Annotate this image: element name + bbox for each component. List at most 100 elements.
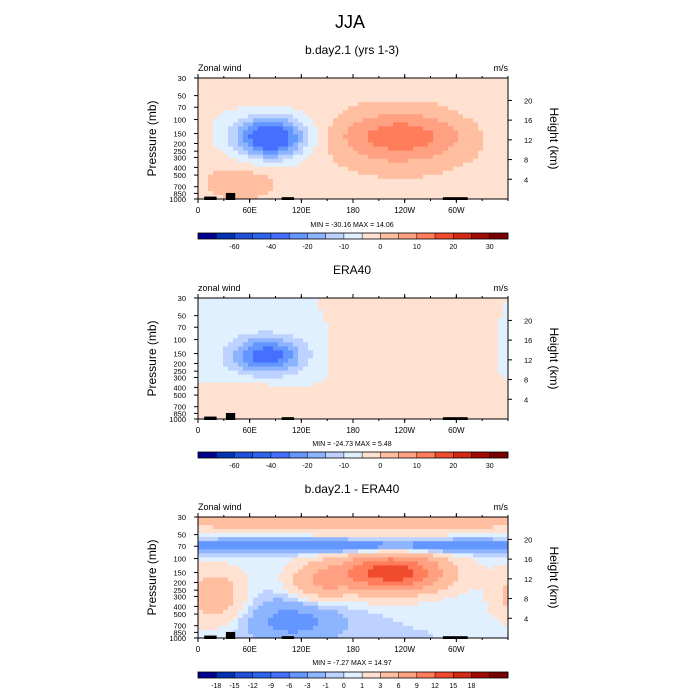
- field-cell: [413, 334, 419, 339]
- field-cell: [448, 166, 454, 172]
- field-cell: [328, 533, 334, 538]
- field-cell: [228, 545, 234, 550]
- field-cell: [313, 170, 319, 176]
- field-cell: [328, 541, 334, 546]
- field-cell: [358, 134, 364, 140]
- field-cell: [463, 174, 469, 180]
- field-cell: [318, 194, 324, 199]
- field-cell: [333, 350, 339, 356]
- field-cell: [478, 134, 484, 140]
- field-cell: [203, 90, 209, 95]
- field-cell: [263, 154, 269, 160]
- field-cell: [233, 406, 239, 412]
- field-cell: [358, 154, 364, 160]
- field-cell: [223, 178, 229, 184]
- field-cell: [363, 110, 369, 115]
- field-cell: [438, 306, 444, 311]
- field-cell: [388, 182, 394, 188]
- field-cell: [238, 298, 244, 303]
- field-cell: [423, 414, 429, 419]
- field-cell: [363, 326, 369, 331]
- field-cell: [248, 130, 254, 136]
- field-cell: [483, 314, 489, 319]
- field-cell: [438, 102, 444, 107]
- field-cell: [218, 589, 224, 595]
- field-cell: [238, 394, 244, 400]
- field-cell: [283, 154, 289, 160]
- field-cell: [233, 613, 239, 619]
- field-cell: [363, 126, 369, 132]
- field-cell: [383, 114, 389, 119]
- field-cell: [408, 394, 414, 400]
- field-cell: [208, 150, 214, 156]
- field-cell: [238, 382, 244, 388]
- field-cell: [213, 298, 219, 303]
- field-cell: [203, 190, 209, 196]
- field-cell: [303, 94, 309, 99]
- field-cell: [313, 342, 319, 347]
- field-cell: [208, 589, 214, 595]
- field-cell: [253, 394, 259, 400]
- field-cell: [348, 390, 354, 396]
- field-cell: [223, 334, 229, 339]
- field-cell: [228, 94, 234, 99]
- field-cell: [368, 362, 374, 368]
- field-cell: [198, 106, 204, 111]
- field-cell: [223, 346, 229, 352]
- field-cell: [378, 414, 384, 419]
- field-cell: [488, 166, 494, 172]
- field-cell: [288, 194, 294, 199]
- field-cell: [263, 525, 269, 530]
- field-cell: [198, 549, 204, 554]
- field-cell: [258, 178, 264, 184]
- field-cell: [353, 342, 359, 347]
- field-cell: [428, 318, 434, 323]
- field-cell: [208, 118, 214, 123]
- field-cell: [503, 186, 508, 192]
- field-cell: [443, 142, 449, 148]
- field-cell: [443, 138, 449, 144]
- field-cell: [233, 553, 239, 558]
- field-cell: [478, 170, 484, 176]
- field-cell: [353, 110, 359, 115]
- field-cell: [498, 166, 504, 172]
- field-cell: [498, 342, 504, 347]
- field-cell: [408, 154, 414, 160]
- field-cell: [388, 154, 394, 160]
- field-cell: [248, 553, 254, 558]
- field-cell: [213, 573, 219, 579]
- field-cell: [298, 130, 304, 136]
- field-cell: [318, 310, 324, 315]
- field-cell: [433, 98, 439, 103]
- field-cell: [398, 146, 404, 152]
- field-cell: [338, 326, 344, 331]
- field-cell: [298, 126, 304, 132]
- field-cell: [308, 370, 314, 376]
- field-cell: [358, 593, 364, 599]
- field-cell: [458, 154, 464, 160]
- field-cell: [208, 613, 214, 619]
- field-cell: [398, 358, 404, 364]
- field-cell: [233, 521, 239, 526]
- field-cell: [438, 146, 444, 152]
- field-cell: [263, 346, 269, 352]
- field-cell: [218, 398, 224, 404]
- field-cell: [333, 142, 339, 148]
- field-cell: [383, 390, 389, 396]
- field-cell: [328, 613, 334, 619]
- field-cell: [248, 386, 254, 392]
- field-cell: [403, 122, 409, 127]
- field-cell: [213, 102, 219, 107]
- field-cell: [328, 94, 334, 99]
- field-cell: [213, 406, 219, 412]
- field-cell: [263, 330, 269, 335]
- y2-tick-label: 4: [524, 175, 528, 184]
- field-cell: [248, 354, 254, 360]
- field-cell: [378, 605, 384, 611]
- field-cell: [203, 122, 209, 127]
- field-cell: [358, 621, 364, 627]
- field-cell: [278, 82, 284, 87]
- field-cell: [403, 334, 409, 339]
- field-cell: [233, 525, 239, 530]
- field-cell: [338, 585, 344, 591]
